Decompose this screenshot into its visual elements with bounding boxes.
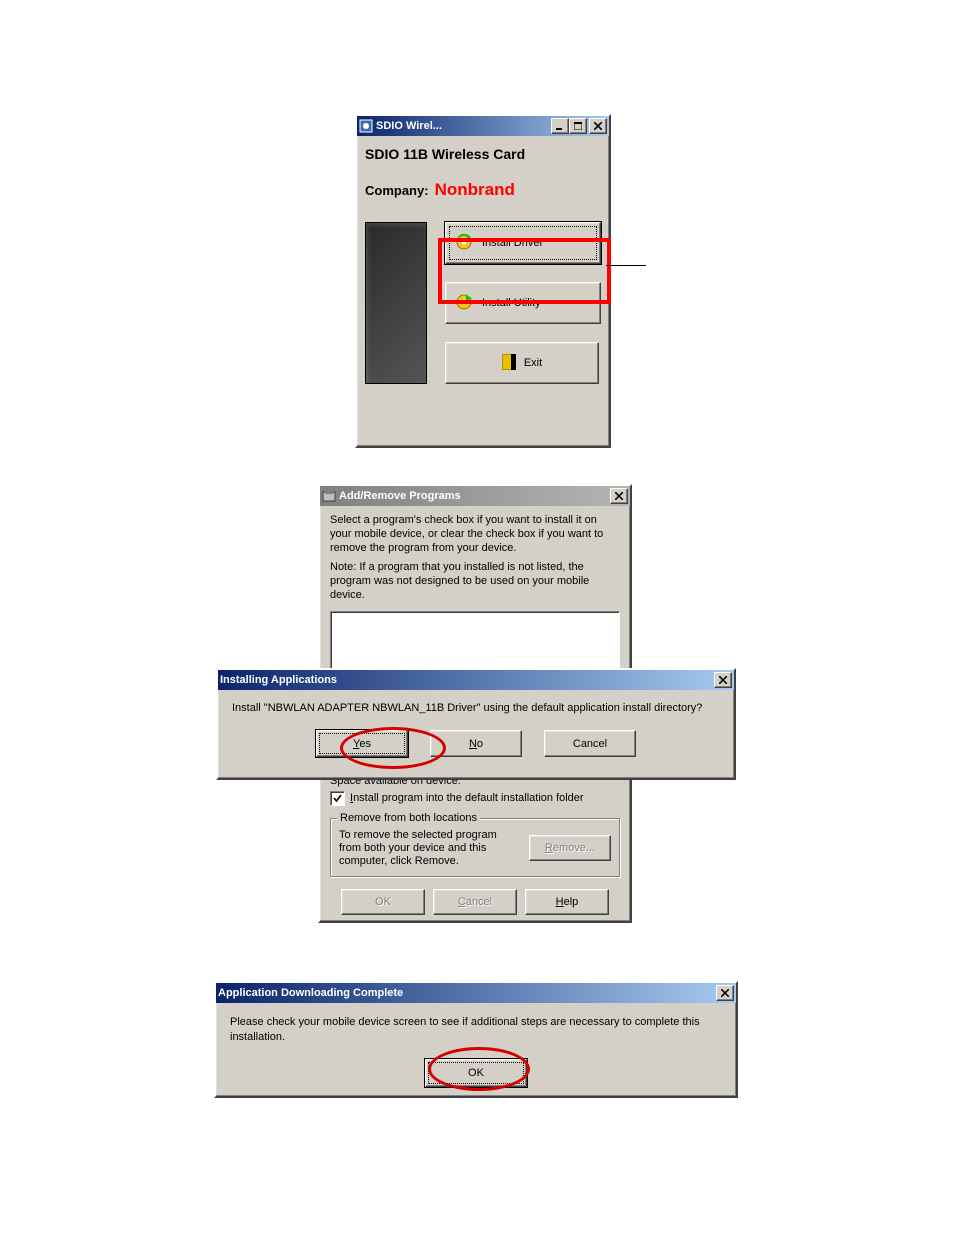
yes-button[interactable]: Yes	[316, 730, 408, 757]
company-label: Company:	[365, 183, 429, 198]
addremove-para2: Note: If a program that you installed is…	[330, 561, 620, 602]
minimize-button[interactable]	[551, 118, 569, 134]
installing-titlebar[interactable]: Installing Applications	[218, 670, 734, 690]
gear-play-icon	[454, 292, 474, 315]
sdio-title-text: SDIO Wirel...	[376, 120, 551, 132]
install-default-checkbox-label[interactable]: Install program into the default install…	[350, 792, 584, 804]
exit-icon	[502, 354, 516, 373]
close-button[interactable]	[589, 118, 607, 134]
cancel-button[interactable]: Cancel	[544, 730, 636, 757]
exit-button[interactable]: Exit	[445, 342, 599, 384]
remove-button: Remove...	[529, 835, 611, 861]
gear-refresh-icon	[454, 232, 474, 255]
app-icon	[359, 119, 373, 133]
no-button[interactable]: No	[430, 730, 522, 757]
installing-dialog: Installing Applications Install "NBWLAN …	[216, 668, 736, 780]
remove-text: To remove the selected program from both…	[339, 829, 521, 869]
complete-dialog: Application Downloading Complete Please …	[214, 981, 738, 1098]
complete-message: Please check your mobile device screen t…	[230, 1015, 722, 1045]
install-utility-label: Install Utility	[482, 297, 541, 309]
close-button[interactable]	[716, 985, 734, 1001]
remove-groupbox: Remove from both locations To remove the…	[330, 818, 620, 878]
installing-title-text: Installing Applications	[220, 674, 714, 686]
install-driver-button[interactable]: Install Driver	[445, 222, 601, 264]
installing-message: Install "NBWLAN ADAPTER NBWLAN_11B Drive…	[232, 702, 720, 714]
install-default-checkbox[interactable]	[330, 791, 345, 806]
card-graphic	[365, 222, 427, 384]
ok-button[interactable]: OK	[425, 1059, 527, 1087]
exit-label: Exit	[524, 357, 542, 369]
cancel-button: Cancel	[433, 889, 517, 915]
sdio-heading: SDIO 11B Wireless Card	[365, 146, 601, 162]
sdio-window: SDIO Wirel... SDIO 11B Wireless Card Com…	[355, 114, 611, 448]
ok-button: OK	[341, 889, 425, 915]
complete-titlebar[interactable]: Application Downloading Complete	[216, 983, 736, 1003]
close-button[interactable]	[714, 672, 732, 688]
maximize-button[interactable]	[569, 118, 587, 134]
addremove-icon	[322, 489, 336, 503]
install-driver-label: Install Driver	[482, 237, 543, 249]
close-button[interactable]	[610, 488, 628, 504]
addremove-titlebar[interactable]: Add/Remove Programs	[320, 486, 630, 506]
install-utility-button[interactable]: Install Utility	[445, 282, 601, 324]
help-button[interactable]: Help	[525, 889, 609, 915]
addremove-para1: Select a program's check box if you want…	[330, 514, 620, 555]
sdio-titlebar[interactable]: SDIO Wirel...	[357, 116, 609, 136]
complete-title-text: Application Downloading Complete	[218, 987, 716, 999]
company-value: Nonbrand	[435, 180, 515, 200]
remove-group-label: Remove from both locations	[337, 812, 480, 824]
callout-line	[606, 265, 646, 266]
addremove-title-text: Add/Remove Programs	[339, 490, 610, 502]
